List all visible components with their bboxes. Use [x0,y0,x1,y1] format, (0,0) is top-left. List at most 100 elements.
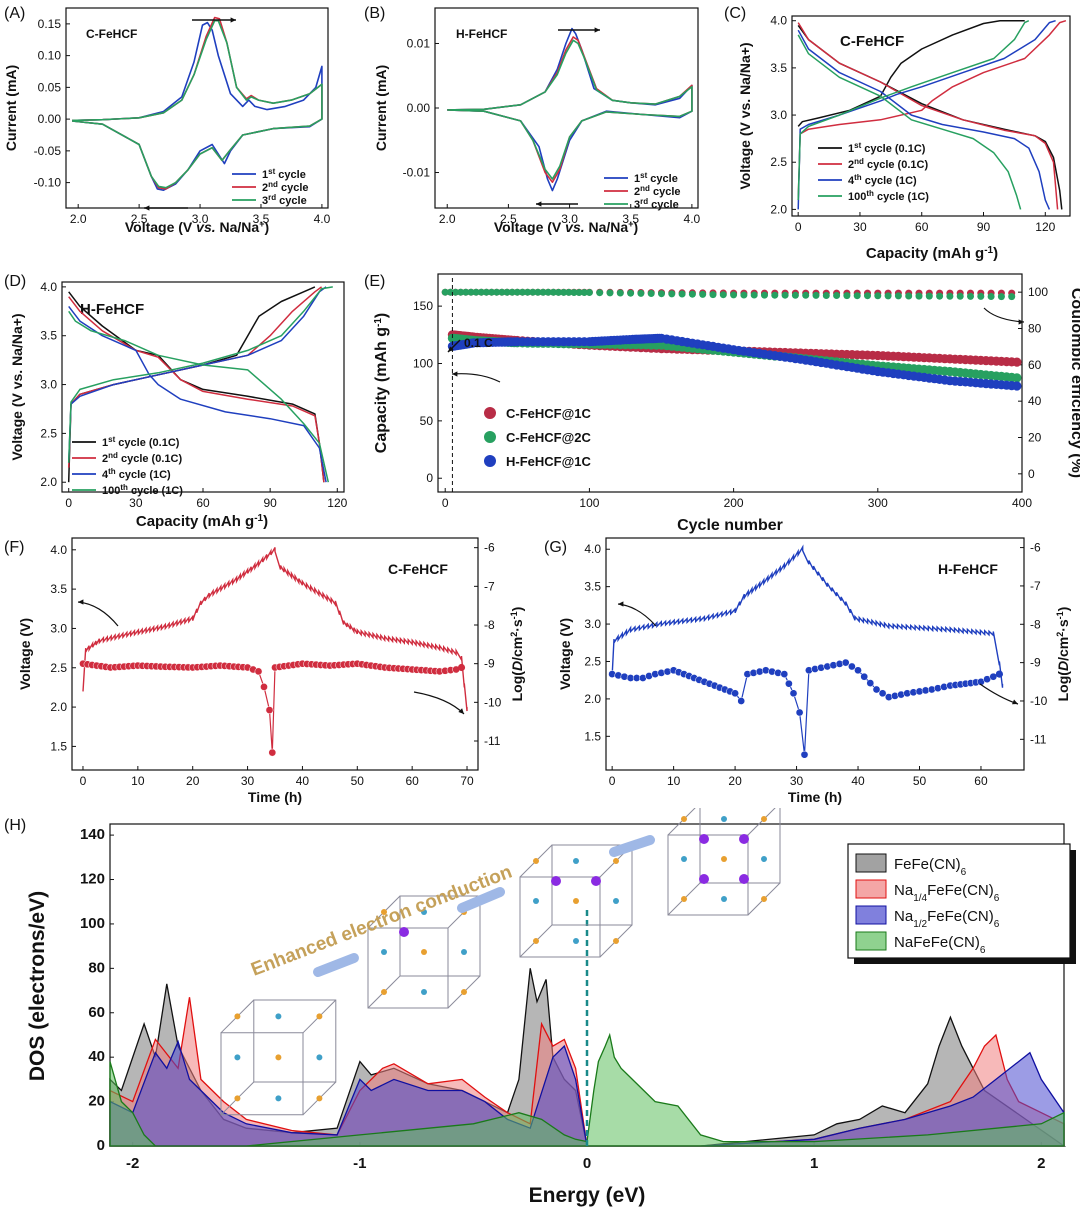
x-tick-label: 3.5 [253,212,270,226]
chart-title: H-FeHCF [80,301,144,318]
log-d-point [800,750,809,759]
fe-atom [533,898,539,904]
x-axis-label: Cycle number [677,517,783,534]
fe-atom [275,1013,282,1020]
log-d-point [841,658,850,667]
fe-atom [316,1095,323,1102]
y2-tick-label: 20 [1028,431,1042,445]
log-d-point [829,661,838,670]
y2-tick-label: -8 [1030,617,1041,631]
y-axis-label: Current (mA) [373,65,389,151]
legend-item: 1st cycle [634,171,678,186]
y-tick-label: 1.5 [50,739,67,753]
y-axis-label: Capacity (mAh g-1) [373,313,391,453]
panel-label: (E) [364,273,385,290]
data-point [1012,373,1022,383]
y-tick-label: 100 [80,915,105,932]
log-d-point [989,672,998,681]
data-point [534,288,542,296]
na-atom [591,876,601,886]
y-tick-label: 2.0 [40,475,57,489]
plot-frame [65,7,329,209]
data-point [627,289,635,297]
charge-discharge-chart-h-fehcf: (D) 0 30 60 90 120 2.0 2.5 3.0 3.5 4.0 H-FeHCF 1st … [4,273,348,530]
x-tick-label: 4.0 [684,212,701,226]
y-axis-label: Current (mA) [3,65,19,151]
data-point [781,291,789,299]
log-d-axis-arrow-head [1012,699,1018,705]
legend-swatch [855,931,887,951]
x-tick-label: 3.0 [561,212,578,226]
x-axis-label: Time (h) [248,789,302,805]
x-tick-label: 20 [728,774,742,788]
log-d-point [878,689,887,698]
fe-atom [381,989,387,995]
fe-atom [381,909,387,915]
x-tick-label: 300 [868,496,888,510]
data-point [761,291,768,299]
data-point [488,288,496,296]
y-tick-label: 0 [426,471,433,485]
legend-marker [484,407,496,419]
y2-tick-label: -8 [484,618,495,632]
x-tick-label: 120 [1035,220,1055,234]
panel-label: (G) [544,539,567,556]
x-tick-label: 100 [579,496,599,510]
na-atom [699,874,709,884]
voltage-profile [82,547,468,712]
y2-tick-label: 100 [1028,285,1048,299]
data-point [915,292,923,300]
y2-tick-label: 0 [1028,467,1035,481]
legend-item: 2nd cycle [634,184,681,199]
y2-tick-label: -7 [484,579,495,593]
fe-atom [234,1095,241,1102]
plot-frame [791,15,1071,217]
legend-item: 100th cycle (1C) [102,483,183,498]
y-tick-label: 2.0 [50,700,67,714]
x-axis-label: Voltage (V vs. Na/Na+) [125,219,269,235]
rate-arrow-head [448,346,454,352]
y2-tick-label: -6 [1030,541,1041,555]
legend-item: 3rd cycle [634,197,679,212]
log-d-point [817,663,825,672]
data-point [936,292,944,300]
voltage-axis-arrow-head [618,601,624,607]
log-d-point [785,679,793,688]
y-tick-label: 3.0 [40,378,57,392]
data-point [513,288,521,296]
fe-atom [681,896,687,902]
plot-frame [71,537,479,771]
y-axis-label: Voltage (V) [17,618,33,690]
y-tick-label: 3.0 [50,621,67,635]
y-tick-label: 100 [413,356,433,370]
data-point [699,290,707,298]
cube-face [699,808,781,884]
data-point [709,291,717,299]
data-point [565,288,573,296]
data-point [462,288,470,296]
fe-atom [721,856,727,862]
series-3 [447,39,693,180]
fe-atom [381,949,387,955]
fe-atom [573,858,579,864]
y-tick-label: 3.0 [584,617,601,631]
legend-item: FeFe(CN)6 [894,856,967,878]
log-d-point [737,697,746,705]
x-tick-label: 90 [977,220,991,234]
log-d-axis-arrow [413,691,465,715]
data-point [658,290,665,298]
series-1 [797,19,1025,127]
y2-tick-label: 40 [1028,394,1042,408]
na-atom [551,876,561,886]
data-point [688,290,696,298]
y-tick-label: 4.0 [770,14,787,28]
transition-arrow [457,887,505,913]
log-d-point [774,669,782,677]
log-d-point [657,669,666,677]
series-8 [68,310,330,483]
x-tick-label: 30 [790,774,804,788]
panel-label: (C) [724,5,746,22]
data-point [750,291,758,299]
fe-atom [234,1013,241,1020]
x-tick-label: 90 [263,496,277,510]
